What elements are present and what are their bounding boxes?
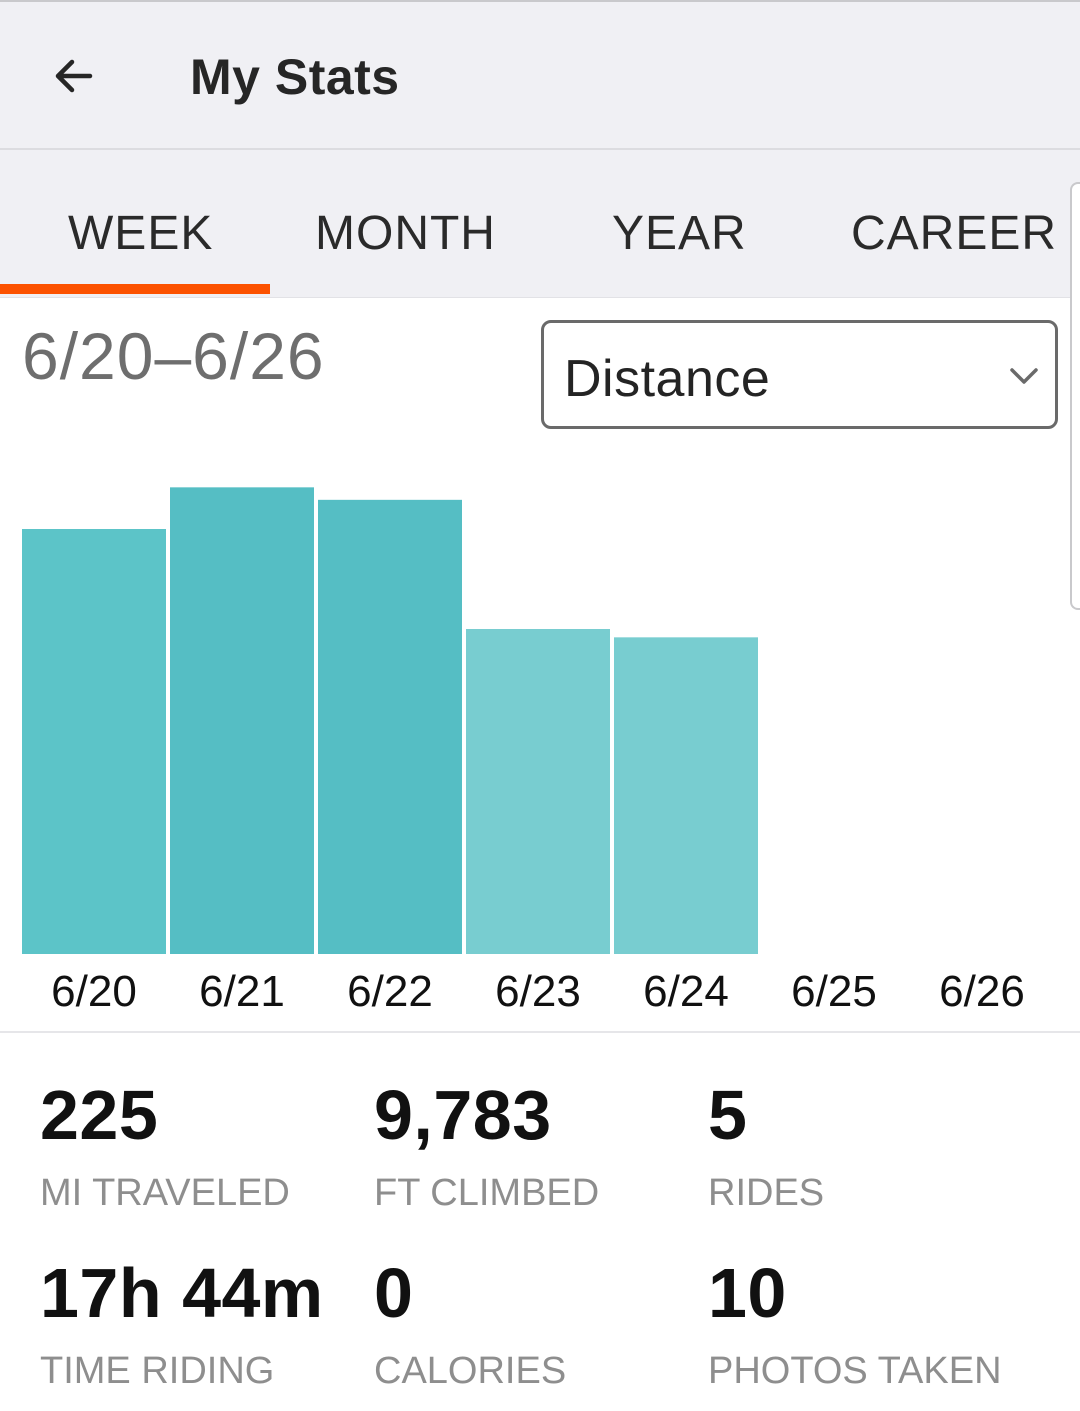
stat-value: 9,783: [374, 1076, 552, 1154]
x-tick-label: 6/20: [51, 967, 137, 1016]
chart-bar[interactable]: [614, 637, 758, 954]
x-tick-label: 6/22: [347, 967, 433, 1016]
tab-career[interactable]: CAREER: [851, 207, 1058, 260]
stat-value: 5: [708, 1076, 748, 1154]
stat-distance: 225 MI TRAVELED: [40, 1080, 290, 1212]
x-tick-label: 6/25: [791, 967, 877, 1016]
stat-value: 0: [374, 1254, 414, 1332]
stat-value: 17h 44m: [40, 1254, 324, 1332]
tab-week[interactable]: WEEK: [68, 207, 214, 260]
distance-bar-chart: 6/20 6/21 6/22 6/23 6/24 6/25 6/26: [0, 440, 1080, 1030]
stat-value: 10: [708, 1254, 787, 1332]
chart-svg: 6/20 6/21 6/22 6/23 6/24 6/25 6/26: [22, 487, 1025, 1016]
chart-bar[interactable]: [22, 529, 166, 954]
app-toolbar: My Stats: [0, 0, 1080, 150]
stat-time: 17h 44m TIME RIDING: [40, 1258, 324, 1390]
chart-bar[interactable]: [170, 487, 314, 954]
side-scroll-handle[interactable]: [1070, 182, 1080, 610]
tab-month[interactable]: MONTH: [315, 207, 496, 260]
stat-calories: 0 CALORIES: [374, 1258, 566, 1390]
selected-tab-indicator: [0, 284, 270, 294]
stat-elevation: 9,783 FT CLIMBED: [374, 1080, 599, 1212]
metric-select-value: Distance: [564, 350, 771, 408]
period-tabs: WEEK MONTH YEAR CAREER: [0, 150, 1080, 298]
tab-year[interactable]: YEAR: [612, 207, 747, 260]
x-tick-label: 6/24: [643, 967, 729, 1016]
stat-label: CALORIES: [374, 1350, 567, 1392]
x-tick-label: 6/21: [199, 967, 285, 1016]
divider: [0, 1031, 1080, 1033]
chart-bar[interactable]: [318, 499, 462, 954]
x-tick-label: 6/23: [495, 967, 581, 1016]
stat-label: FT CLIMBED: [374, 1172, 600, 1214]
arrow-left-icon: [55, 59, 93, 93]
stat-label: MI TRAVELED: [40, 1172, 290, 1214]
chevron-down-icon: [1010, 368, 1038, 384]
stat-label: TIME RIDING: [40, 1350, 275, 1392]
x-tick-label: 6/26: [939, 967, 1025, 1016]
page-title: My Stats: [190, 49, 400, 105]
stat-label: PHOTOS TAKEN: [708, 1350, 1002, 1392]
stat-rides: 5 RIDES: [708, 1080, 824, 1212]
stat-value: 225: [40, 1076, 159, 1154]
date-range: 6/20–6/26: [22, 319, 325, 393]
chart-bar[interactable]: [466, 629, 610, 954]
back-button[interactable]: [42, 44, 106, 108]
metric-select[interactable]: Distance: [541, 320, 1058, 429]
stat-label: RIDES: [708, 1172, 825, 1214]
stat-photos: 10 PHOTOS TAKEN: [708, 1258, 1002, 1390]
